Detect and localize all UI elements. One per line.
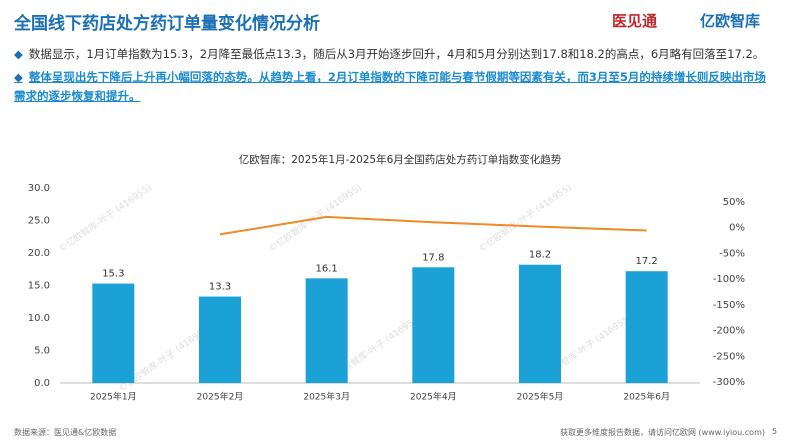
- promo: 获取更多维度报告数据，请访问亿欧网 (www.iyiou.com): [560, 428, 765, 437]
- bar: [305, 278, 348, 383]
- y2-tick-label: -200%: [713, 326, 745, 337]
- y2-tick-label: -100%: [713, 274, 745, 285]
- chart-title: 亿欧智库：2025年1月-2025年6月全国药店处方药订单指数变化趋势: [239, 153, 562, 166]
- logo-left: 医见通: [612, 12, 658, 30]
- bar: [519, 264, 561, 383]
- watermark: ©亿欧智库-叶子 (416955): [56, 181, 153, 254]
- bar: [199, 296, 241, 383]
- y2-tick-label: -150%: [713, 300, 745, 311]
- y-tick-label: 5.0: [34, 346, 50, 357]
- y-tick-label: 30.0: [28, 183, 50, 194]
- x-tick-label: 2025年6月: [623, 391, 670, 403]
- value-label: 17.2: [636, 256, 658, 267]
- bullet: ◆ 整体呈现出先下降后上升再小幅回落的态势。从趋势上看，2月订单指数的下降可能与春…: [14, 70, 766, 103]
- bar: [92, 283, 135, 383]
- y-tick-label: 10.0: [28, 313, 50, 324]
- page-title: 全国线下药店处方药订单量变化情况分析: [14, 14, 320, 34]
- y2-tick-label: -250%: [713, 351, 745, 362]
- source: 数据来源：医见通&亿欧数据: [14, 428, 117, 437]
- y2-tick-label: 0%: [729, 223, 745, 234]
- x-tick-label: 2025年5月: [517, 391, 564, 403]
- x-tick-label: 2025年4月: [410, 391, 457, 403]
- value-label: 15.3: [102, 269, 124, 280]
- x-tick-label: 2025年3月: [303, 391, 350, 403]
- y2-tick-label: -50%: [719, 248, 745, 259]
- value-label: 18.2: [529, 250, 551, 261]
- page-number: 5: [772, 427, 778, 436]
- bar: [625, 271, 668, 383]
- y2-tick-label: -300%: [713, 377, 745, 388]
- y2-tick-label: 50%: [723, 197, 745, 208]
- value-label: 13.3: [209, 282, 231, 293]
- bullet-text: 数据显示，1月订单指数为15.3，2月降至最低点13.3，随后从3月开始逐步回升…: [28, 47, 765, 61]
- bullet: ◆ 数据显示，1月订单指数为15.3，2月降至最低点13.3，随后从3月开始逐步回…: [14, 47, 765, 61]
- y-tick-label: 20.0: [28, 248, 50, 259]
- logo-right: 亿欧智库: [700, 12, 761, 30]
- bullet-text: 整体呈现出先下降后上升再小幅回落的态势。从趋势上看，2月订单指数的下降可能与春节…: [14, 70, 766, 103]
- value-label: 16.1: [316, 263, 338, 274]
- x-tick-label: 2025年2月: [197, 391, 244, 403]
- x-tick-label: 2025年1月: [90, 391, 137, 403]
- y-tick-label: 25.0: [28, 216, 50, 227]
- watermark: ©亿欧智库-叶子 (416955): [476, 181, 573, 254]
- value-label: 17.8: [422, 252, 444, 263]
- y-tick-label: 15.0: [28, 281, 50, 292]
- bar: [412, 267, 455, 383]
- line: [219, 215, 647, 236]
- y-tick-label: 0.0: [34, 378, 50, 389]
